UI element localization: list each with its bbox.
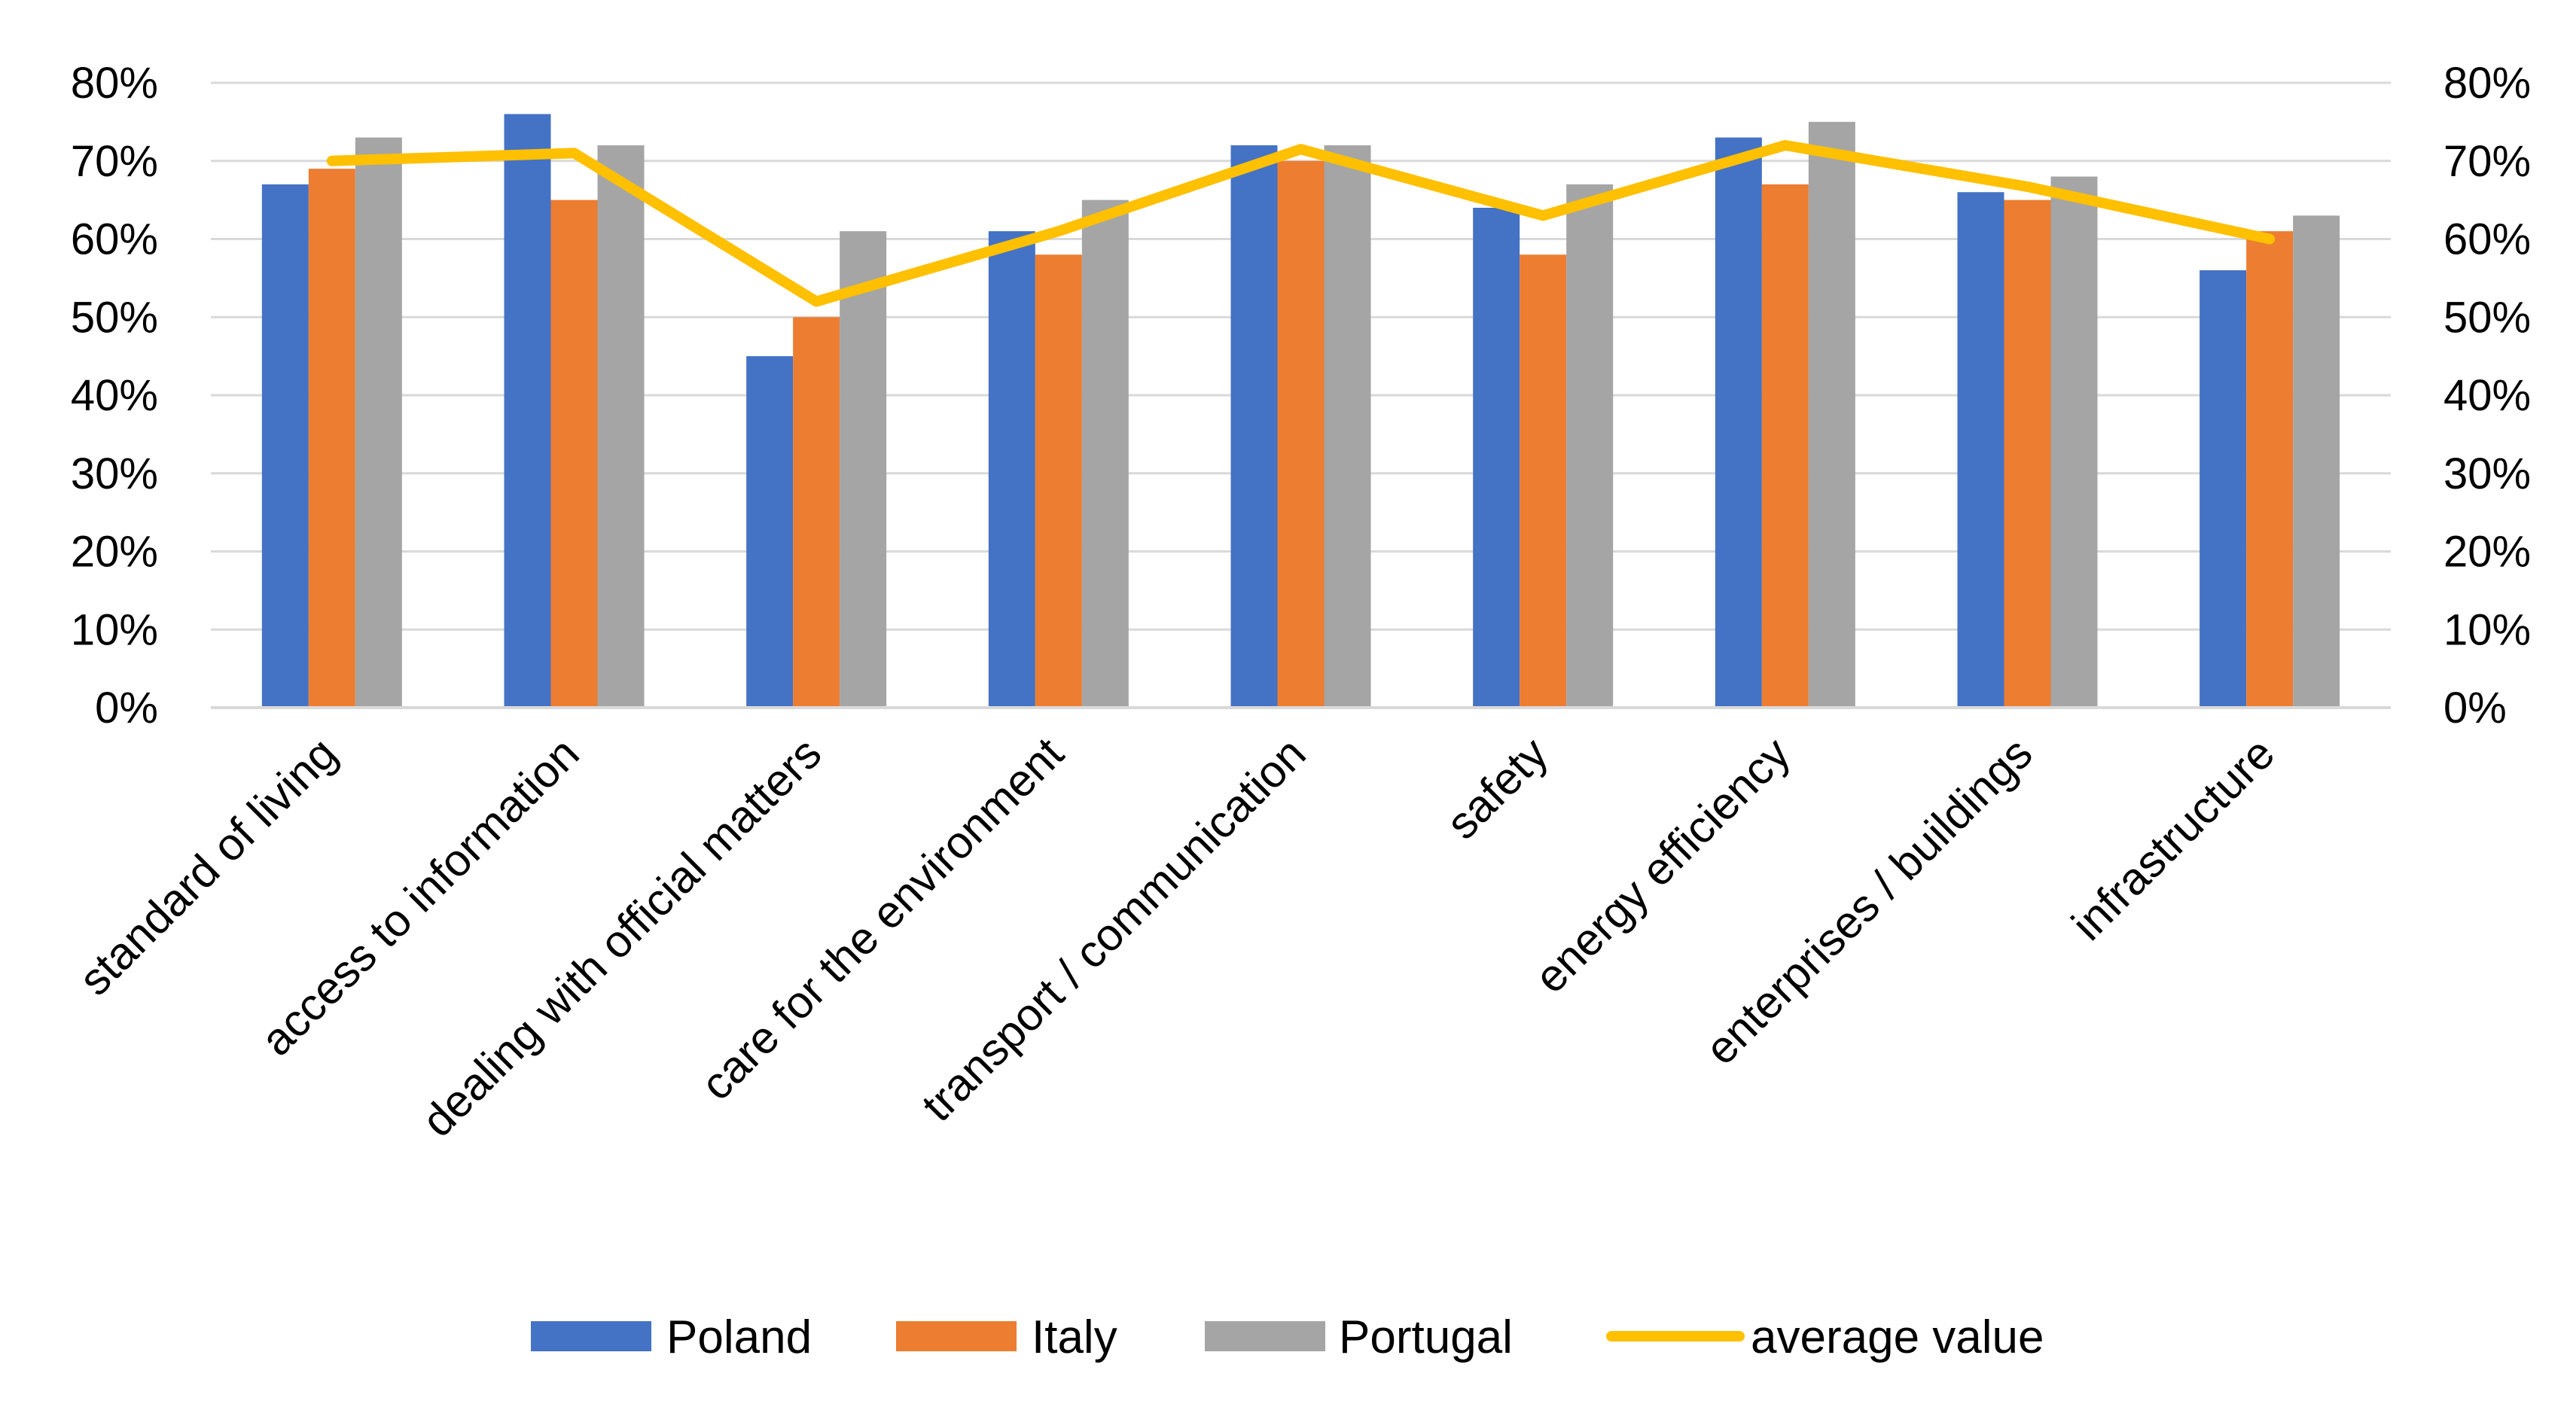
x-tick-label-safety: safety [1437,728,1558,849]
bar-poland-safety [1473,208,1520,708]
y2-tick-label: 60% [2443,215,2531,264]
y-tick-label: 0% [95,684,158,732]
bar-poland-access-to-information [504,114,551,708]
bar-series [261,114,2340,708]
y-tick-label: 70% [71,137,158,186]
y-axis-left: 0% 10% 20% 30% 40% 50% 60% 70% 80% [71,59,158,732]
y-tick-label: 40% [71,371,158,420]
bar-portugal-safety [1566,184,1614,708]
y-tick-label: 60% [71,215,158,264]
legend-swatch-portugal [1205,1321,1325,1351]
bar-portugal-infrastructure [2293,215,2340,708]
y2-tick-label: 10% [2443,605,2531,654]
bar-italy-transport-communication [1277,160,1325,708]
y2-tick-label: 70% [2443,137,2531,186]
bar-portugal-standard-of-living [355,137,402,708]
bar-portugal-dealing-with-official-matters [840,231,887,708]
bar-italy-standard-of-living [308,169,355,708]
y2-tick-label: 0% [2443,684,2507,732]
x-tick-label-dealing-with-official-matters: dealing with official matters [412,728,831,1147]
bar-portugal-enterprises-buildings [2050,176,2098,708]
y-tick-label: 80% [71,59,158,108]
legend-swatch-poland [531,1321,651,1351]
y-tick-label: 50% [71,293,158,342]
bar-poland-enterprises-buildings [1957,192,2004,708]
y2-tick-label: 80% [2443,59,2531,108]
x-tick-label-transport-communication: transport / communication [912,728,1315,1131]
line-average-value [326,140,2276,307]
bar-portugal-energy-efficiency [1808,121,1855,708]
average-line-series [326,140,2276,307]
y2-tick-label: 40% [2443,371,2531,420]
bar-italy-energy-efficiency [1761,184,1809,708]
bar-poland-energy-efficiency [1715,137,1762,708]
bar-italy-infrastructure [2246,231,2294,708]
y2-tick-label: 50% [2443,293,2531,342]
legend-label-average-value: average value [1751,1311,2044,1363]
bar-portugal-transport-communication [1324,145,1371,708]
x-tick-label-infrastructure: infrastructure [2062,728,2284,950]
legend-label-portugal: Portugal [1339,1311,1513,1363]
legend-label-poland: Poland [666,1311,812,1363]
bar-italy-enterprises-buildings [2004,199,2051,708]
y-tick-label: 20% [71,528,158,577]
bar-poland-standard-of-living [261,184,309,708]
y-tick-label: 10% [71,605,158,654]
x-tick-label-standard-of-living: standard of living [69,728,346,1005]
legend: Poland Italy Portugal average value [531,1311,2044,1363]
y-axis-right: 0% 10% 20% 30% 40% 50% 60% 70% 80% [2443,59,2531,732]
bar-portugal-access-to-information [597,145,645,708]
bar-poland-care-for-the-environment [988,231,1035,708]
bar-italy-access-to-information [550,199,598,708]
bar-poland-infrastructure [2200,270,2247,708]
y-tick-label: 30% [71,449,158,498]
y2-tick-label: 20% [2443,528,2531,577]
bar-portugal-care-for-the-environment [1081,199,1129,708]
bar-poland-transport-communication [1230,145,1278,708]
x-tick-label-energy-efficiency: energy efficiency [1525,728,1800,1003]
bar-italy-care-for-the-environment [1035,254,1082,708]
y2-tick-label: 30% [2443,449,2531,498]
bar-italy-safety [1520,254,1567,708]
bar-poland-dealing-with-official-matters [746,356,794,708]
legend-swatch-italy [896,1321,1017,1351]
bar-italy-dealing-with-official-matters [793,317,840,708]
legend-label-italy: Italy [1032,1311,1117,1363]
